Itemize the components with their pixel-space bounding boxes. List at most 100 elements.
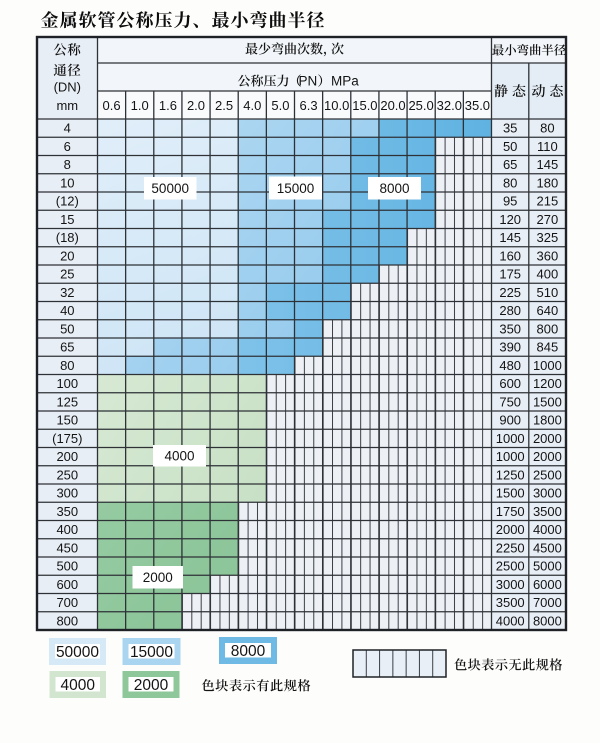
svg-text:150: 150: [56, 413, 78, 428]
svg-text:2250: 2250: [496, 541, 525, 556]
svg-text:6000: 6000: [533, 577, 562, 592]
svg-text:400: 400: [537, 267, 559, 282]
svg-text:2000: 2000: [496, 522, 525, 537]
svg-text:2500: 2500: [496, 559, 525, 574]
svg-text:3500: 3500: [496, 595, 525, 610]
svg-text:1250: 1250: [496, 468, 525, 483]
svg-text:600: 600: [56, 577, 78, 592]
svg-text:3500: 3500: [533, 504, 562, 519]
svg-text:4000: 4000: [164, 449, 194, 464]
svg-text:225: 225: [499, 285, 521, 300]
svg-text:1.6: 1.6: [159, 98, 177, 113]
svg-text:2000: 2000: [143, 570, 173, 585]
svg-text:8: 8: [64, 157, 71, 172]
svg-text:10.0: 10.0: [324, 98, 349, 113]
svg-text:4.0: 4.0: [243, 98, 261, 113]
svg-text:900: 900: [499, 413, 521, 428]
svg-text:5.0: 5.0: [271, 98, 289, 113]
svg-text:2.0: 2.0: [187, 98, 205, 113]
svg-text:95: 95: [503, 194, 517, 209]
svg-text:200: 200: [56, 449, 78, 464]
svg-text:35.0: 35.0: [465, 98, 490, 113]
svg-text:32.0: 32.0: [437, 98, 462, 113]
svg-text:0.6: 0.6: [103, 98, 121, 113]
svg-text:MPa: MPa: [331, 74, 359, 89]
svg-text:50000: 50000: [56, 644, 99, 661]
svg-text:110: 110: [537, 139, 558, 154]
svg-text:4000: 4000: [61, 677, 96, 694]
svg-text:325: 325: [537, 230, 559, 245]
svg-text:80: 80: [503, 176, 517, 191]
svg-text:300: 300: [56, 486, 78, 501]
svg-text:120: 120: [499, 212, 521, 227]
svg-text:180: 180: [537, 176, 559, 191]
svg-text:4000: 4000: [496, 614, 525, 629]
svg-text:700: 700: [56, 595, 78, 610]
svg-text:2500: 2500: [533, 468, 562, 483]
svg-text:145: 145: [537, 157, 559, 172]
svg-text:6: 6: [64, 139, 71, 154]
svg-text:25.0: 25.0: [408, 98, 433, 113]
svg-text:4000: 4000: [533, 522, 562, 537]
svg-text:80: 80: [60, 358, 74, 373]
svg-text:360: 360: [537, 249, 559, 264]
svg-text:2000: 2000: [533, 449, 562, 464]
svg-text:400: 400: [56, 522, 78, 537]
svg-text:25: 25: [60, 267, 74, 282]
svg-text:1.0: 1.0: [131, 98, 149, 113]
svg-text:2000: 2000: [533, 431, 562, 446]
svg-text:100: 100: [56, 376, 78, 391]
svg-text:215: 215: [537, 194, 559, 209]
svg-text:35: 35: [503, 121, 517, 136]
svg-text:8000: 8000: [379, 181, 409, 196]
svg-text:1750: 1750: [496, 504, 525, 519]
svg-text:1500: 1500: [533, 395, 562, 410]
svg-text:40: 40: [60, 303, 74, 318]
svg-text:175: 175: [499, 267, 521, 282]
svg-text:4: 4: [64, 121, 71, 136]
svg-text:PN: PN: [299, 74, 318, 89]
svg-text:510: 510: [537, 285, 559, 300]
svg-text:145: 145: [499, 230, 521, 245]
svg-text:5000: 5000: [533, 559, 562, 574]
svg-text:350: 350: [56, 504, 78, 519]
svg-text:20: 20: [60, 249, 74, 264]
svg-text:50000: 50000: [151, 181, 189, 196]
svg-text:350: 350: [499, 322, 521, 337]
svg-text:270: 270: [537, 212, 559, 227]
svg-text:280: 280: [499, 303, 521, 318]
svg-text:3000: 3000: [533, 486, 562, 501]
svg-text:845: 845: [537, 340, 559, 355]
svg-text:390: 390: [499, 340, 521, 355]
svg-text:1800: 1800: [533, 413, 562, 428]
svg-text:15000: 15000: [130, 644, 173, 661]
svg-text:640: 640: [537, 303, 559, 318]
svg-text:1000: 1000: [496, 431, 525, 446]
svg-text:1000: 1000: [533, 358, 562, 373]
svg-text:mm: mm: [56, 98, 78, 113]
svg-text:2.5: 2.5: [215, 98, 233, 113]
svg-text:15000: 15000: [277, 181, 315, 196]
svg-text:15.0: 15.0: [352, 98, 377, 113]
svg-text:20.0: 20.0: [380, 98, 405, 113]
svg-text:500: 500: [56, 559, 78, 574]
svg-text:7000: 7000: [533, 595, 562, 610]
svg-text:450: 450: [56, 541, 78, 556]
svg-text:10: 10: [60, 176, 74, 191]
svg-text:15: 15: [60, 212, 74, 227]
svg-text:160: 160: [499, 249, 521, 264]
svg-text:80: 80: [540, 121, 554, 136]
svg-text:50: 50: [60, 322, 74, 337]
svg-text:1000: 1000: [496, 449, 525, 464]
svg-text:4500: 4500: [533, 541, 562, 556]
svg-text:480: 480: [499, 358, 521, 373]
svg-text:(DN): (DN): [54, 80, 81, 95]
svg-text:6.3: 6.3: [300, 98, 318, 113]
svg-text:8000: 8000: [533, 614, 562, 629]
svg-text:1200: 1200: [533, 376, 562, 391]
svg-text:600: 600: [499, 376, 521, 391]
svg-text:65: 65: [503, 157, 517, 172]
svg-text:2000: 2000: [134, 677, 169, 694]
svg-text:750: 750: [499, 395, 521, 410]
svg-text:250: 250: [56, 468, 78, 483]
